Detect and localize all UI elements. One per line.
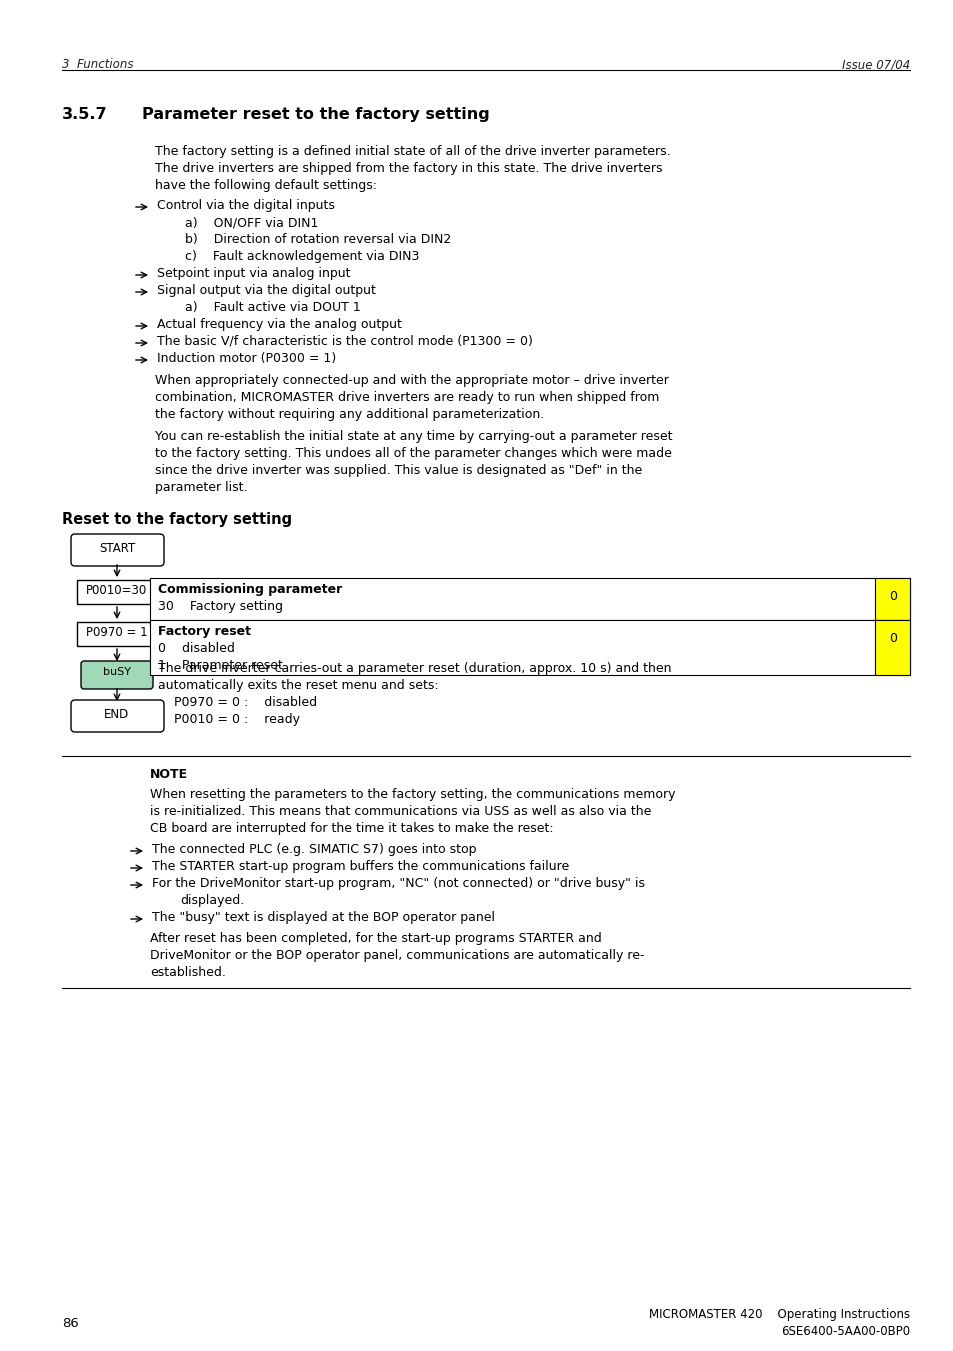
Text: a)    ON/OFF via DIN1: a) ON/OFF via DIN1	[185, 216, 318, 230]
Text: b)    Direction of rotation reversal via DIN2: b) Direction of rotation reversal via DI…	[185, 232, 451, 246]
Text: c)    Fault acknowledgement via DIN3: c) Fault acknowledgement via DIN3	[185, 250, 419, 263]
Text: After reset has been completed, for the start-up programs STARTER and: After reset has been completed, for the …	[150, 932, 601, 944]
Text: Induction motor (P0300 = 1): Induction motor (P0300 = 1)	[157, 353, 335, 365]
Text: P0010=30: P0010=30	[87, 584, 148, 597]
FancyBboxPatch shape	[71, 700, 164, 732]
Text: since the drive inverter was supplied. This value is designated as "Def" in the: since the drive inverter was supplied. T…	[154, 463, 641, 477]
Text: When resetting the parameters to the factory setting, the communications memory: When resetting the parameters to the fac…	[150, 788, 675, 801]
Text: START: START	[99, 542, 135, 555]
Text: have the following default settings:: have the following default settings:	[154, 178, 376, 192]
Text: displayed.: displayed.	[180, 894, 244, 907]
Text: 86: 86	[62, 1317, 79, 1329]
Text: Factory reset: Factory reset	[158, 626, 251, 638]
Text: established.: established.	[150, 966, 226, 979]
Text: Setpoint input via analog input: Setpoint input via analog input	[157, 267, 350, 280]
Bar	[150, 620, 909, 676]
Text: END: END	[104, 708, 130, 721]
Text: parameter list.: parameter list.	[154, 481, 247, 494]
Bar	[150, 578, 909, 620]
Text: buSY: buSY	[103, 667, 131, 677]
Text: Signal output via the digital output: Signal output via the digital output	[157, 284, 375, 297]
Text: 6SE6400-5AA00-0BP0: 6SE6400-5AA00-0BP0	[781, 1325, 909, 1337]
Text: NOTE: NOTE	[150, 767, 188, 781]
Text: is re-initialized. This means that communications via USS as well as also via th: is re-initialized. This means that commu…	[150, 805, 651, 817]
Text: The "busy" text is displayed at the BOP operator panel: The "busy" text is displayed at the BOP …	[152, 911, 495, 924]
Text: The connected PLC (e.g. SIMATIC S7) goes into stop: The connected PLC (e.g. SIMATIC S7) goes…	[152, 843, 476, 857]
Text: MICROMASTER 420    Operating Instructions: MICROMASTER 420 Operating Instructions	[648, 1308, 909, 1321]
Text: automatically exits the reset menu and sets:: automatically exits the reset menu and s…	[158, 680, 438, 692]
Text: Reset to the factory setting: Reset to the factory setting	[62, 512, 292, 527]
Text: 30    Factory setting: 30 Factory setting	[158, 600, 283, 613]
Bar	[77, 621, 157, 646]
Text: When appropriately connected-up and with the appropriate motor – drive inverter: When appropriately connected-up and with…	[154, 374, 668, 386]
Text: to the factory setting. This undoes all of the parameter changes which were made: to the factory setting. This undoes all …	[154, 447, 671, 459]
Text: DriveMonitor or the BOP operator panel, communications are automatically re-: DriveMonitor or the BOP operator panel, …	[150, 948, 644, 962]
Text: CB board are interrupted for the time it takes to make the reset:: CB board are interrupted for the time it…	[150, 821, 553, 835]
Text: P0010 = 0 :    ready: P0010 = 0 : ready	[158, 713, 299, 725]
Bar	[874, 620, 909, 676]
Text: Control via the digital inputs: Control via the digital inputs	[157, 199, 335, 212]
Text: The basic V/f characteristic is the control mode (P1300 = 0): The basic V/f characteristic is the cont…	[157, 335, 533, 349]
Text: The STARTER start-up program buffers the communications failure: The STARTER start-up program buffers the…	[152, 861, 569, 873]
Text: Parameter reset to the factory setting: Parameter reset to the factory setting	[142, 107, 489, 122]
Text: The drive inverter carries-out a parameter reset (duration, approx. 10 s) and th: The drive inverter carries-out a paramet…	[158, 662, 671, 676]
Text: 0: 0	[888, 590, 896, 603]
Text: For the DriveMonitor start-up program, "NC" (not connected) or "drive busy" is: For the DriveMonitor start-up program, "…	[152, 877, 644, 890]
Text: The factory setting is a defined initial state of all of the drive inverter para: The factory setting is a defined initial…	[154, 145, 670, 158]
Text: Issue 07/04: Issue 07/04	[841, 58, 909, 72]
Text: The drive inverters are shipped from the factory in this state. The drive invert: The drive inverters are shipped from the…	[154, 162, 661, 176]
FancyBboxPatch shape	[81, 661, 152, 689]
Text: 0    disabled: 0 disabled	[158, 642, 234, 655]
Text: a)    Fault active via DOUT 1: a) Fault active via DOUT 1	[185, 301, 360, 313]
Bar	[874, 578, 909, 620]
Text: 0: 0	[888, 632, 896, 644]
Text: P0970 = 1: P0970 = 1	[86, 626, 148, 639]
Bar	[77, 580, 157, 604]
Text: Commissioning parameter: Commissioning parameter	[158, 584, 342, 596]
FancyBboxPatch shape	[71, 534, 164, 566]
Text: combination, MICROMASTER drive inverters are ready to run when shipped from: combination, MICROMASTER drive inverters…	[154, 390, 659, 404]
Text: P0970 = 0 :    disabled: P0970 = 0 : disabled	[158, 696, 316, 709]
Text: 3  Functions: 3 Functions	[62, 58, 133, 72]
Text: You can re-establish the initial state at any time by carrying-out a parameter r: You can re-establish the initial state a…	[154, 430, 672, 443]
Text: 3.5.7: 3.5.7	[62, 107, 108, 122]
Text: Actual frequency via the analog output: Actual frequency via the analog output	[157, 317, 401, 331]
Text: 1    Parameter reset: 1 Parameter reset	[158, 659, 283, 671]
Text: the factory without requiring any additional parameterization.: the factory without requiring any additi…	[154, 408, 543, 422]
